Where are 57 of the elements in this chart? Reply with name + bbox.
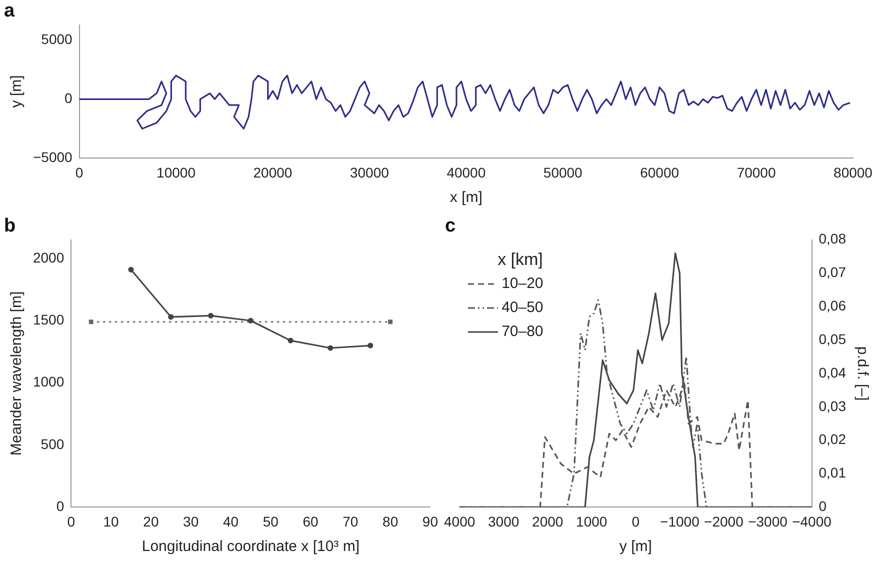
x-tick-label: 20 <box>143 513 159 530</box>
x-tick-label: 0 <box>75 164 84 180</box>
y2-tick-label: 0,03 <box>818 398 846 414</box>
y2-tick-label: 0,05 <box>818 330 846 347</box>
y-tick-label: 0 <box>64 90 73 106</box>
x-tick-label: 50000 <box>543 164 583 180</box>
x-tick-label: −2000 <box>704 513 744 530</box>
x-tick-label: 3000 <box>488 513 520 530</box>
x-tick-label: 70 <box>342 513 358 530</box>
x-axis-title: Longitudinal coordinate x [10³ m] <box>142 538 360 556</box>
legend-label: 10–20 <box>502 274 544 294</box>
x-tick-label: 0 <box>632 513 640 530</box>
x-tick-label: 90 <box>422 513 438 530</box>
y-tick-label: 1500 <box>32 312 64 328</box>
chart-title: b <box>4 216 16 237</box>
x-tick-label: 4000 <box>444 513 476 530</box>
legend-title: x [km] <box>498 248 544 271</box>
x-tick-label: 80 <box>382 513 398 530</box>
x-tick-label: 40000 <box>446 164 486 180</box>
y2-tick-label: 0,04 <box>818 364 846 380</box>
y2-tick-label: 0,01 <box>818 464 846 481</box>
y2-axis-title: p.d.f. [–] <box>854 346 871 401</box>
y-tick-label: 0 <box>56 498 64 514</box>
x-tick-label: 60000 <box>640 164 680 180</box>
y-tick-label: 5000 <box>41 31 73 48</box>
y-tick-label: 1000 <box>32 374 64 390</box>
x-tick-label: 10000 <box>156 164 196 180</box>
chart-title: a <box>4 0 15 22</box>
x-axis-title: x [m] <box>450 189 482 206</box>
y-tick-label: −5000 <box>32 149 73 166</box>
y-tick-label: 2000 <box>32 249 64 266</box>
x-tick-label: 2000 <box>532 513 564 530</box>
x-tick-label: 40 <box>222 513 239 530</box>
y2-tick-label: 0,08 <box>818 230 846 247</box>
x-tick-label: 50 <box>262 513 279 530</box>
x-tick-label: −4000 <box>792 513 832 530</box>
x-tick-label: 20000 <box>253 164 292 180</box>
chart-title: c <box>445 216 456 237</box>
y2-tick-label: 0,02 <box>818 431 846 448</box>
x-tick-label: 60 <box>302 513 319 530</box>
x-tick-label: 80000 <box>834 164 873 180</box>
y-axis-title: Meander wavelength [m] <box>8 291 26 456</box>
x-tick-label: 1000 <box>576 513 608 530</box>
x-tick-label: −1000 <box>660 513 700 530</box>
x-tick-label: 30 <box>183 513 199 530</box>
y2-tick-label: 0 <box>818 498 827 514</box>
x-axis-title: y [m] <box>619 538 652 556</box>
x-tick-label: −3000 <box>748 513 788 530</box>
x-tick-label: 70000 <box>736 164 776 180</box>
legend-label: 70–80 <box>502 322 544 342</box>
y2-tick-label: 0,07 <box>818 264 846 280</box>
legend-label: 40–50 <box>502 298 544 318</box>
x-tick-label: 30000 <box>350 164 390 180</box>
y-tick-label: 500 <box>40 436 64 452</box>
y2-tick-label: 0,06 <box>818 298 846 314</box>
y-axis-title: y [m] <box>8 75 26 108</box>
x-tick-label: 10 <box>103 513 120 530</box>
